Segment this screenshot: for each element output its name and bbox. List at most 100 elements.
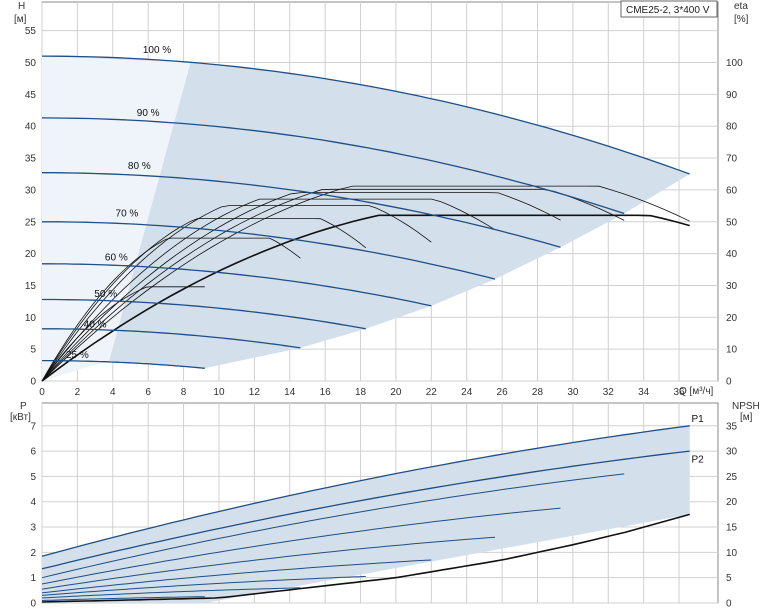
power-sub-curve [41, 507, 561, 585]
npsh-tick-label: 5 [726, 573, 732, 584]
head-curve-label: 60 % [105, 253, 128, 264]
head-curve [41, 117, 625, 215]
npsh-tick-label: 25 [726, 472, 738, 483]
flow-tick-label: 28 [532, 387, 544, 398]
flow-tick-label: 6 [145, 387, 151, 398]
flow-tick-label: 12 [249, 387, 261, 398]
power-curves [41, 425, 690, 603]
head-curve [42, 172, 561, 248]
efficiency-curve [41, 185, 690, 382]
eta-tick-label: 20 [726, 313, 738, 324]
npsh-tick-label: 35 [726, 421, 738, 432]
head-curve-label: 40 % [84, 319, 107, 330]
head-tick-label: 5 [30, 345, 36, 356]
power-tick-label: 2 [30, 548, 36, 559]
power-sub-curve [41, 587, 301, 599]
head-panel: 0 2 4 6 8 10 12 14 16 18 20 22 24 26 28 30 32 34 360510152… [14, 0, 749, 398]
efficiency-curve [41, 218, 367, 382]
power-axis-name: P [20, 401, 27, 412]
eta-tick-label: 70 [726, 154, 738, 165]
power-operating-range [42, 425, 690, 603]
head-tick-label: 35 [25, 154, 37, 165]
flow-tick-label: 32 [603, 387, 615, 398]
flow-tick-label: 8 [181, 387, 187, 398]
head-curve [42, 298, 366, 330]
head-tick-label: 50 [25, 58, 37, 69]
head-tick-labels: 0 2 4 6 8 10 12 14 16 18 20 22 24 26 28 30 32 34 360510152… [25, 26, 743, 398]
power-curve-label: P1 [691, 414, 704, 425]
npsh-curve [41, 513, 690, 603]
power-range-area [42, 425, 690, 603]
power-sub-curve [41, 473, 625, 579]
power-tick-label: 4 [30, 497, 36, 508]
head-curve [42, 359, 205, 369]
flow-tick-label: 30 [567, 387, 579, 398]
power-axis-unit: [кВт] [10, 412, 31, 423]
model-label-box [620, 0, 718, 18]
efficiency-curve [41, 198, 496, 382]
head-tick-label: 40 [25, 122, 37, 133]
efficiency-curves [41, 185, 690, 382]
head-curve [42, 221, 496, 280]
npsh-tick-label: 10 [726, 548, 738, 559]
flow-tick-label: 22 [426, 387, 438, 398]
head-tick-label: 45 [25, 90, 37, 101]
flow-axis-label: Q [м³/ч] [679, 386, 714, 397]
flow-tick-label: 10 [213, 387, 225, 398]
flow-tick-label: 18 [355, 387, 367, 398]
head-curve-label: 70 % [116, 209, 139, 220]
head-curve-labels: 100 % 90 % 80 % 70 % 60 % 50 % 40 % 25 % [66, 45, 171, 361]
model-label: CME25-2, 3*400 V [626, 5, 710, 16]
head-tick-label: 25 [25, 217, 37, 228]
head-tick-label: 0 [30, 377, 36, 388]
npsh-axis-name: NPSH [732, 401, 760, 412]
power-tick-labels: 0 1 2 3 4 5 6 7 0 5 10 15 20 25 30 35 [30, 421, 737, 609]
head-curve-label: 80 % [128, 161, 151, 172]
npsh-tick-label: 20 [726, 497, 738, 508]
npsh-tick-label: 0 [726, 599, 732, 610]
power-curve-labels: P1 P2 [691, 414, 704, 466]
eta-tick-label: 50 [726, 217, 738, 228]
eta-tick-label: 80 [726, 122, 738, 133]
head-curve-label: 50 % [94, 289, 117, 300]
power-curve [41, 425, 690, 557]
power-panel: 0 1 2 3 4 5 6 7 0 5 10 15 20 25 30 35 P1 P2 P [кВт] NPSH… [10, 401, 760, 610]
efficiency-curve [41, 286, 205, 382]
efficiency-curve [41, 237, 301, 382]
eta-axis-unit: [%] [734, 14, 749, 25]
flow-tick-label: 20 [390, 387, 402, 398]
flow-tick-label: 0 [39, 387, 45, 398]
eta-axis-name: eta [734, 1, 748, 12]
power-sub-curve [41, 575, 366, 596]
efficiency-curve [41, 214, 690, 382]
eta-tick-label: 60 [726, 185, 738, 196]
efficiency-curve [41, 192, 561, 382]
eta-tick-label: 30 [726, 281, 738, 292]
eta-tick-label: 40 [726, 249, 738, 260]
eta-tick-label: 0 [726, 377, 732, 388]
head-tick-label: 10 [25, 313, 37, 324]
head-curve-label: 25 % [66, 350, 89, 361]
head-tick-label: 30 [25, 185, 37, 196]
flow-tick-label: 24 [461, 387, 473, 398]
power-tick-label: 0 [30, 599, 36, 610]
flow-tick-label: 4 [110, 387, 116, 398]
power-tick-label: 1 [30, 573, 36, 584]
head-axis-name: H [18, 1, 25, 12]
head-curve [41, 55, 690, 175]
power-tick-label: 3 [30, 523, 36, 534]
head-range-area [42, 56, 690, 369]
eta-tick-label: 10 [726, 345, 738, 356]
flow-tick-label: 14 [284, 387, 296, 398]
head-tick-label: 20 [25, 249, 37, 260]
npsh-axis-unit: [м] [740, 412, 753, 423]
power-sub-curve [41, 596, 205, 601]
head-curves [41, 55, 690, 369]
power-tick-label: 6 [30, 447, 36, 458]
eta-tick-label: 100 [726, 58, 743, 69]
flow-tick-label: 36 [674, 387, 686, 398]
npsh-tick-label: 30 [726, 447, 738, 458]
power-sub-curve [41, 559, 432, 594]
power-tick-label: 5 [30, 472, 36, 483]
head-curve [42, 328, 301, 349]
